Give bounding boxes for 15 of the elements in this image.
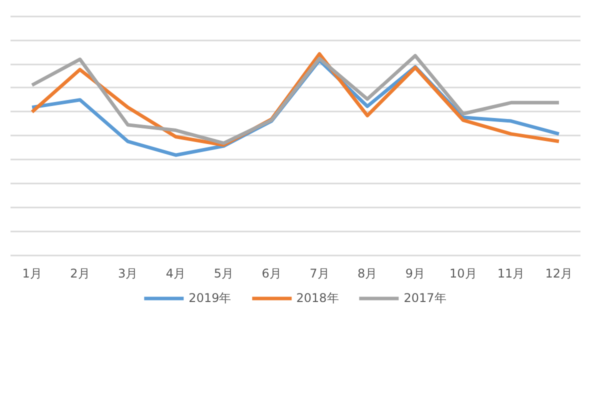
- x-tick-label: 4月: [166, 266, 186, 280]
- x-tick-label: 11月: [497, 266, 525, 280]
- x-tick-label: 3月: [118, 266, 138, 280]
- x-tick-label: 6月: [262, 266, 282, 280]
- x-tick-label: 1月: [22, 266, 42, 280]
- x-tick-label: 12月: [545, 266, 573, 280]
- x-tick-label: 8月: [358, 266, 378, 280]
- legend-label: 2017年: [404, 290, 446, 306]
- x-tick-label: 7月: [310, 266, 330, 280]
- x-tick-label: 10月: [450, 266, 477, 280]
- legend-label: 2018年: [296, 290, 339, 306]
- x-tick-label: 9月: [405, 266, 426, 280]
- legend-label: 2019年: [188, 290, 232, 306]
- x-tick-label: 2月: [70, 266, 90, 280]
- x-tick-label: 5月: [214, 266, 234, 280]
